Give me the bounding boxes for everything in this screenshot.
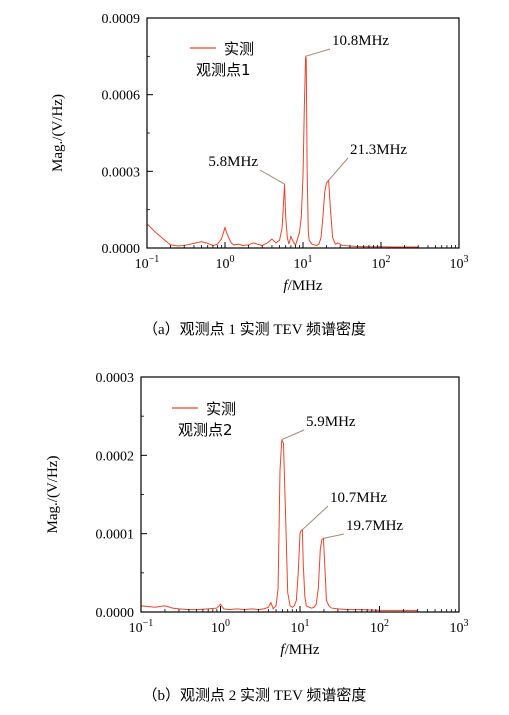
annotation-leader: [301, 505, 329, 531]
chart-panel-1: 10−1 100 101 102 103 0.0000 0.0003 0.0006 0.0009…: [50, 12, 469, 294]
x-tick-label: 102: [372, 254, 391, 272]
y-tick-label: 0.0001: [96, 528, 135, 543]
y-tick-label: 0.0000: [96, 606, 135, 621]
y-tick-label: 0.0006: [102, 89, 141, 104]
annotation-leader: [305, 48, 331, 57]
annotation-leader: [259, 169, 285, 185]
peak-annotation: 19.7MHz: [346, 518, 403, 534]
x-tick-label: 100: [211, 618, 230, 636]
x-tick-label: 10−1: [135, 254, 160, 272]
y-tick-label: 0.0000: [102, 242, 141, 257]
x-tick-label: 101: [291, 618, 310, 636]
caption-b: （b）观测点 2 实测 TEV 频谱密度: [142, 688, 367, 704]
y-tick-label: 0.0002: [96, 449, 135, 464]
x-tick-label: 103: [450, 618, 469, 636]
x-tick-label: 103: [450, 254, 469, 272]
series-line: [146, 56, 419, 248]
peak-annotation: 5.8MHz: [208, 154, 258, 170]
x-tick-label: 100: [216, 254, 235, 272]
peak-annotation: 21.3MHz: [350, 142, 407, 158]
x-axis-label: f/MHz: [280, 642, 320, 658]
y-tick-label: 0.0009: [102, 12, 141, 27]
peak-annotation: 10.7MHz: [330, 490, 387, 506]
plot-frame: [140, 376, 460, 613]
series-line: [140, 439, 418, 611]
peak-annotation: 5.9MHz: [306, 414, 356, 430]
chart-panel-2: 10−1 100 101 102 103 0.0000 0.0001 0.0002 0.0003…: [45, 371, 469, 658]
y-tick-label: 0.0003: [96, 371, 135, 386]
annotation-leader: [323, 533, 345, 539]
x-tick-label: 101: [294, 254, 313, 272]
y-axis-label: Mag./(V/Hz): [45, 456, 61, 534]
annotation-leader: [328, 157, 349, 181]
caption-a: （a）观测点 1 实测 TEV 频谱密度: [142, 322, 367, 338]
plot-frame: [146, 17, 460, 249]
annotation-leader: [281, 429, 305, 441]
x-tick-label: 102: [370, 618, 389, 636]
legend-label-line2: 观测点2: [178, 421, 233, 439]
y-axis-label: Mag./(V/Hz): [50, 94, 66, 172]
x-tick-label: 10−1: [129, 618, 154, 636]
legend-label-line2: 观测点1: [196, 61, 251, 79]
legend-label: 实测: [206, 400, 236, 418]
y-tick-label: 0.0003: [102, 165, 141, 180]
peak-annotation: 10.8MHz: [332, 33, 389, 49]
legend-label: 实测: [224, 40, 254, 58]
x-axis-label: f/MHz: [283, 278, 323, 294]
